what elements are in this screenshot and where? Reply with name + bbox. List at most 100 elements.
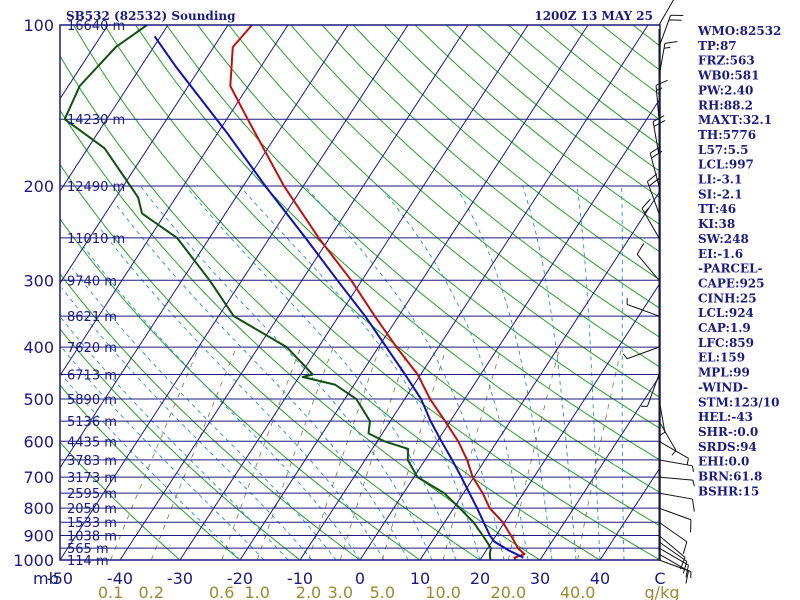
- temperature-tick-label: -20: [227, 569, 253, 588]
- wind-barb: [658, 541, 688, 574]
- index-line: EL:159: [698, 351, 745, 365]
- mixing-ratio-tick-label: 2.0: [296, 583, 321, 600]
- height-label: 3173 m: [67, 471, 117, 486]
- index-line: TT:46: [698, 202, 736, 216]
- index-line: SHR-:0.0: [698, 425, 758, 439]
- moist-adiabat: [239, 185, 481, 560]
- index-line: WB0:581: [697, 69, 759, 83]
- moist-adiabat: [61, 287, 313, 560]
- mixing-ratio-line: [507, 346, 561, 560]
- temperature-tick-label: 30: [530, 569, 550, 588]
- dewpoint-trace: [63, 25, 492, 560]
- mixing-ratio-tick-label: g/kg: [645, 583, 680, 600]
- plot-frame: [59, 24, 661, 561]
- mixing-ratio-tick-label: 0.2: [139, 583, 164, 600]
- dry-adiabat: [60, 273, 361, 560]
- index-line: LCL:924: [698, 306, 754, 320]
- traces: [63, 25, 526, 560]
- wind-barb: [641, 198, 660, 239]
- axis-labels: 16640 m 14230 m 12490 m 11010 m 9740 m 8621 m…: [13, 16, 679, 600]
- temperature-tick-label: -30: [167, 569, 193, 588]
- wind-barb: [658, 476, 695, 487]
- mixing-ratio-tick-label: 10.0: [425, 583, 461, 600]
- wind-barbs: [622, 0, 695, 584]
- height-label: 9740 m: [67, 274, 117, 289]
- temperature-tick-label: -40: [107, 569, 133, 588]
- index-line: SRDS:94: [698, 440, 757, 454]
- isotherm: [359, 97, 660, 560]
- index-line: PW:2.40: [698, 83, 753, 97]
- height-label: 5136 m: [67, 415, 117, 430]
- index-line: BRN:61.8: [698, 470, 762, 484]
- pressure-tick-label: 800: [23, 499, 54, 518]
- wind-barb: [649, 145, 663, 187]
- index-line: RH:88.2: [698, 98, 753, 112]
- index-line: CAPE:925: [698, 276, 765, 290]
- isotherm: [179, 25, 529, 560]
- index-line: WMO:82532: [697, 24, 781, 38]
- index-line: SW:248: [698, 232, 749, 246]
- moist-adiabat: [60, 344, 265, 560]
- index-line: TH:5776: [698, 128, 756, 142]
- index-line: EI:-1.6: [698, 247, 743, 261]
- pressure-tick-label: 600: [23, 432, 54, 451]
- mixing-ratio-line: [339, 346, 409, 560]
- chart-time: 1200Z 13 MAY 25: [534, 9, 653, 23]
- isotherm: [60, 25, 169, 192]
- mixing-ratio-tick-label: 3.0: [328, 583, 353, 600]
- temperature-trace: [229, 25, 526, 560]
- wind-barb: [641, 374, 660, 407]
- temperature-tick-label: 10: [410, 569, 430, 588]
- mixing-ratio-tick-label: 0.6: [209, 583, 234, 600]
- height-label: 12490 m: [67, 180, 125, 195]
- isotherm: [60, 25, 289, 377]
- mixing-ratio-tick-label: 40.0: [560, 583, 596, 600]
- height-label: 4435 m: [67, 435, 117, 450]
- pressure-tick-label: 700: [23, 468, 54, 487]
- temperature-tick-label: -10: [287, 569, 313, 588]
- height-label: 7620 m: [67, 341, 117, 356]
- wind-barb: [658, 535, 686, 570]
- moist-adiabat: [522, 185, 577, 560]
- pressure-tick-label: 200: [23, 177, 54, 196]
- isotherm: [599, 466, 660, 560]
- moist-adiabat: [83, 246, 361, 560]
- index-line: -WIND-: [698, 380, 748, 394]
- mixing-ratio-line: [150, 346, 237, 560]
- wind-barb: [658, 553, 689, 584]
- pressure-tick-label: 300: [23, 271, 54, 290]
- pressure-unit-label: mb: [33, 569, 59, 588]
- height-label: 1533 m: [67, 516, 117, 531]
- height-label: 16640 m: [67, 19, 125, 34]
- dry-adiabat: [60, 218, 421, 560]
- stability-indices: WMO:82532TP:87FRZ:563WB0:581PW:2.40RH:88…: [697, 24, 781, 498]
- wind-barb: [658, 41, 678, 77]
- moist-adiabat: [72, 268, 337, 560]
- mixing-ratio-line: [110, 346, 200, 560]
- chart-title: SB532 (82532) Sounding: [66, 9, 236, 23]
- wind-barb: [658, 398, 666, 436]
- mixing-ratio-line: [381, 346, 447, 560]
- temperature-tick-label: -50: [47, 569, 73, 588]
- mixing-ratio-tick-label: 0.1: [98, 583, 123, 600]
- isotherm: [539, 374, 660, 560]
- index-line: CINH:25: [698, 291, 757, 305]
- wind-barb: [658, 420, 677, 456]
- isotherm: [479, 282, 660, 560]
- isotherm: [239, 25, 589, 560]
- height-label: 114 m: [67, 554, 109, 569]
- moist-adiabat: [140, 185, 433, 560]
- index-line: FRZ:563: [698, 54, 755, 68]
- moist-adiabat: [114, 202, 409, 560]
- index-line: LI:-3.1: [698, 173, 742, 187]
- wind-barb: [658, 521, 688, 555]
- index-line: L57:5.5: [698, 143, 748, 157]
- moist-adiabat: [621, 186, 625, 560]
- height-label: 2595 m: [67, 487, 117, 502]
- index-line: LFC:859: [698, 336, 754, 350]
- height-label: 14230 m: [67, 113, 125, 128]
- parcel-trace: [153, 35, 524, 559]
- isotherm: [60, 25, 409, 560]
- wind-barb: [658, 492, 695, 512]
- index-line: BSHR:15: [698, 484, 759, 498]
